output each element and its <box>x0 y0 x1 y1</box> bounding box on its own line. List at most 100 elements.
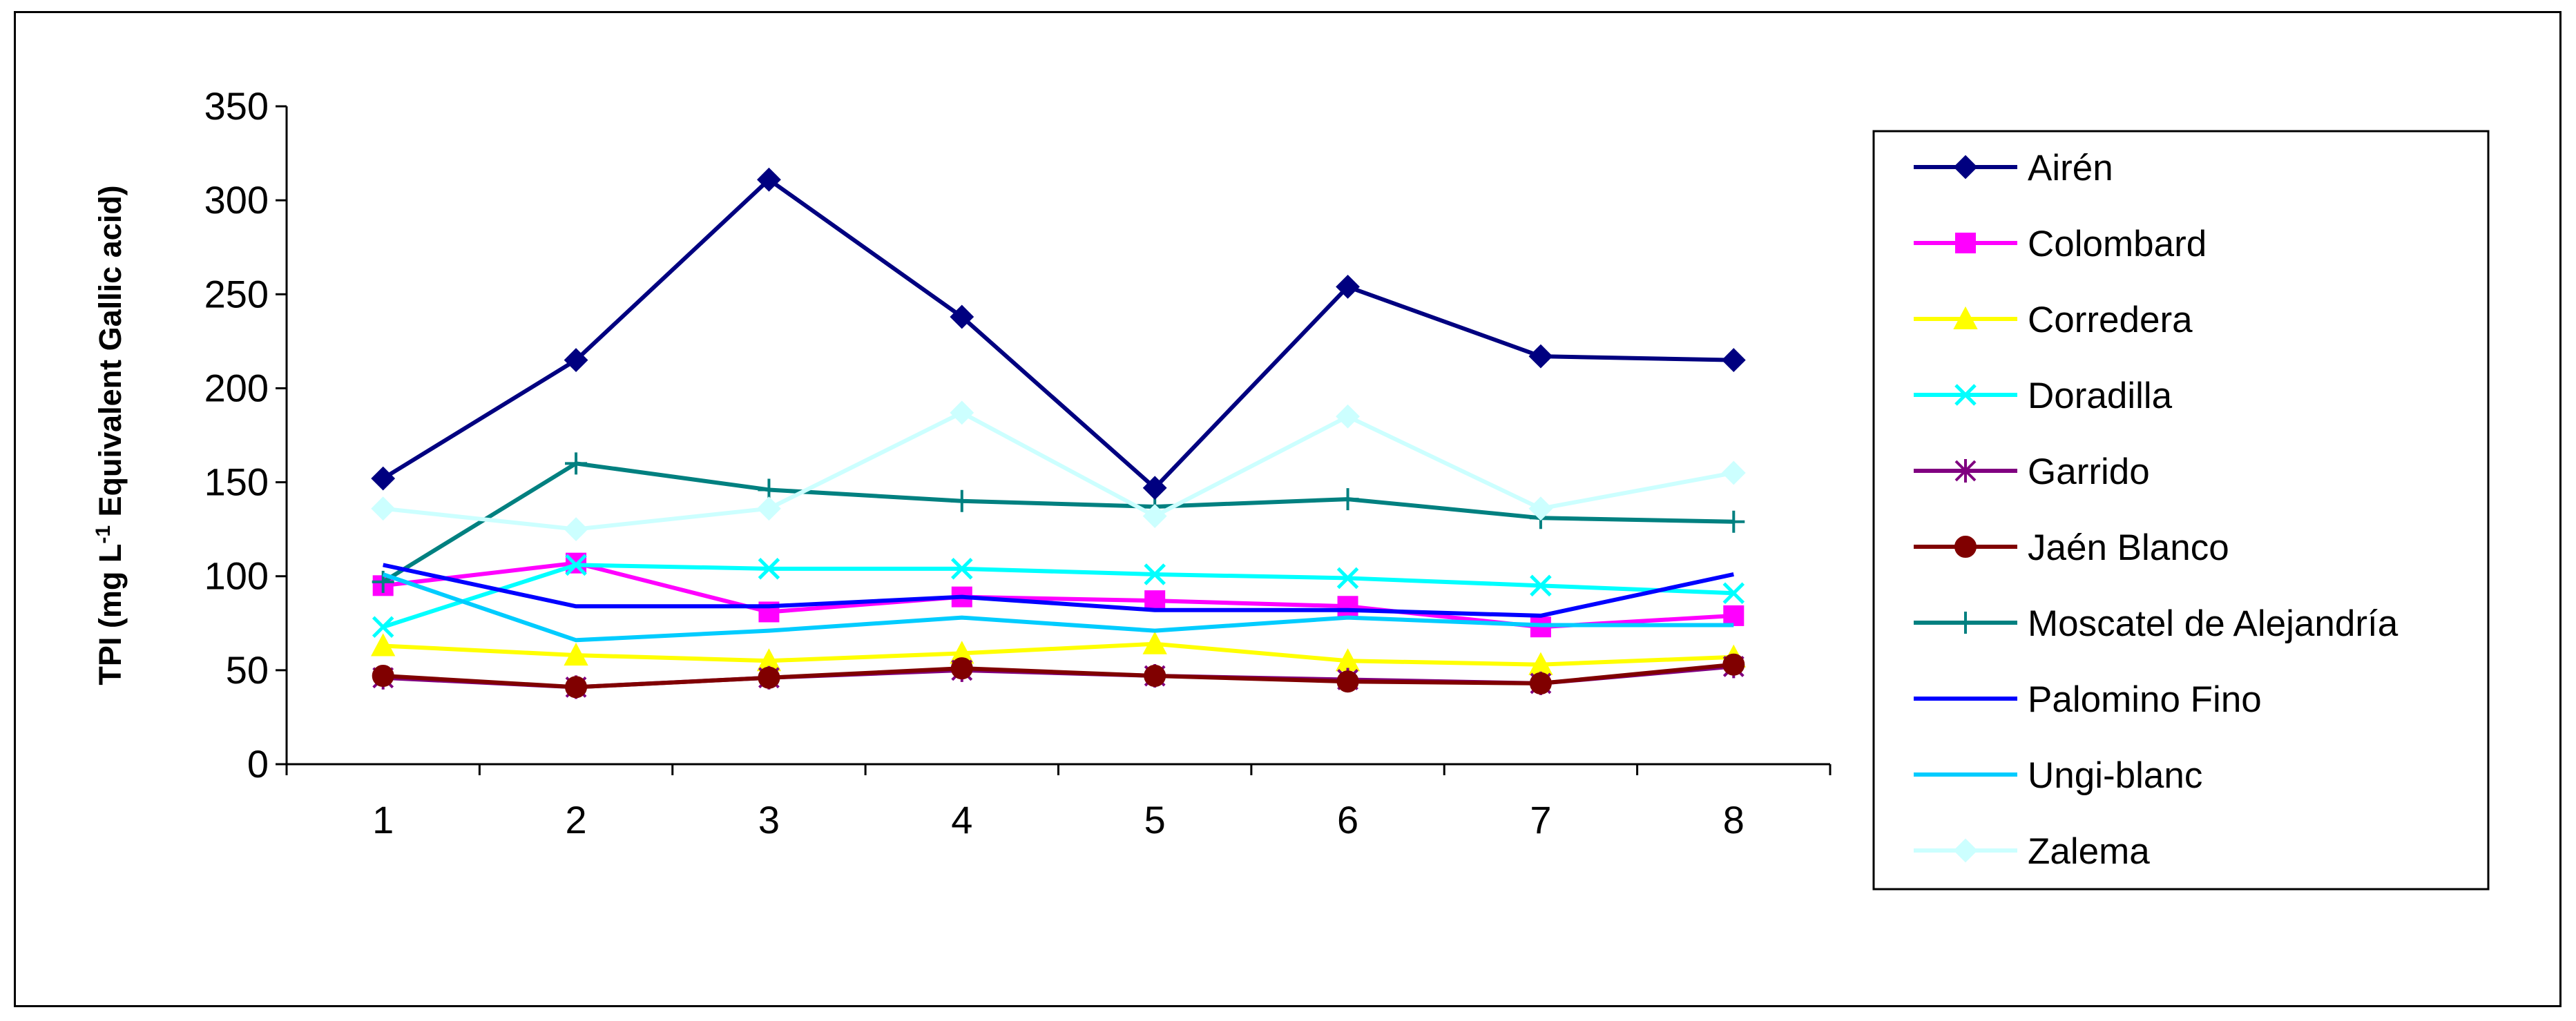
data-point-doradilla <box>1722 582 1745 604</box>
legend-swatch-marker <box>1954 536 1977 558</box>
x-tick-label: 4 <box>951 798 972 842</box>
data-point-corredera <box>564 642 588 666</box>
legend-label: Zalema <box>2028 831 2150 872</box>
series-ungi-blanc <box>382 572 1734 643</box>
data-point-zalema <box>1142 504 1167 528</box>
y-tick-label: 50 <box>226 648 269 692</box>
data-point-colombard <box>1337 596 1358 617</box>
legend-label: Jaén Blanco <box>2028 527 2229 568</box>
legend-swatch-marker <box>1954 384 1977 406</box>
data-point-doradilla <box>372 616 394 638</box>
x-tick-label: 7 <box>1530 798 1551 842</box>
data-point-jaen-blanco <box>1529 672 1552 694</box>
legend-item-zalema: Zalema <box>1914 831 2150 872</box>
data-point-colombard <box>1144 590 1166 612</box>
y-axis-label-superscript: -1 <box>92 525 115 544</box>
x-tick-label: 1 <box>372 798 394 842</box>
data-point-airen <box>371 466 396 491</box>
legend-item-moscatel-de-alejandria: Moscatel de Alejandría <box>1914 603 2399 644</box>
series-line-ungi-blanc <box>382 572 1734 643</box>
legend-item-doradilla: Doradilla <box>1914 376 2173 416</box>
series-line-palomino-fino <box>383 563 1734 618</box>
data-point-zalema <box>1721 460 1746 485</box>
legend-item-airen: Airén <box>1914 148 2113 188</box>
series-line-zalema <box>383 410 1734 532</box>
data-point-doradilla <box>758 558 780 580</box>
data-point-jaen-blanco <box>372 665 394 688</box>
data-point-airen <box>950 304 974 329</box>
data-point-zalema <box>1528 496 1553 521</box>
legend-swatch-marker <box>1955 233 1976 253</box>
series-line-doradilla <box>382 563 1734 630</box>
series-airen <box>371 167 1746 500</box>
legend-box <box>1872 130 2490 891</box>
series-line-jaen-blanco <box>383 662 1734 690</box>
y-tick-label: 0 <box>247 742 269 786</box>
x-tick-label: 2 <box>565 798 586 842</box>
legend-label: Colombard <box>2028 224 2207 264</box>
data-point-jaen-blanco <box>950 657 973 680</box>
data-point-colombard <box>1723 605 1744 626</box>
y-tick-label: 100 <box>204 554 269 598</box>
legend-item-garrido: Garrido <box>1914 451 2150 492</box>
legend-swatch-marker <box>1954 612 1977 634</box>
legend-item-palomino-fino: Palomino Fino <box>1914 679 2262 720</box>
data-point-zalema <box>1336 404 1360 429</box>
data-point-moscatel-de-alejandria <box>950 489 973 512</box>
data-point-doradilla <box>1530 574 1552 597</box>
data-point-airen <box>1528 344 1553 369</box>
data-point-airen <box>1336 274 1360 299</box>
legend-label: Doradilla <box>2028 376 2173 416</box>
data-point-moscatel-de-alejandria <box>1336 488 1359 511</box>
x-tick-label: 3 <box>758 798 780 842</box>
data-point-zalema <box>950 400 974 425</box>
y-tick-label: 250 <box>204 272 269 315</box>
data-point-jaen-blanco <box>565 676 588 699</box>
series-line-moscatel-de-alejandria <box>382 461 1734 584</box>
data-point-airen <box>757 167 781 192</box>
data-point-corredera <box>1142 631 1167 654</box>
data-point-zalema <box>371 496 396 521</box>
data-point-corredera <box>371 633 396 657</box>
series-palomino-fino <box>383 563 1734 618</box>
legend-label: Ungi-blanc <box>2028 755 2202 796</box>
data-point-doradilla <box>1336 567 1359 590</box>
data-point-airen <box>1721 348 1746 372</box>
x-tick-label: 6 <box>1337 798 1358 842</box>
data-point-jaen-blanco <box>1722 653 1745 676</box>
y-tick-label: 300 <box>204 178 269 222</box>
data-point-moscatel-de-alejandria <box>1722 510 1745 533</box>
legend-swatch-marker <box>1954 459 1977 483</box>
data-point-jaen-blanco <box>758 666 780 689</box>
data-point-doradilla <box>951 558 973 580</box>
series-jaen-blanco <box>372 653 1745 699</box>
legend-swatch-marker <box>1953 306 1978 329</box>
legend-item-ungi-blanc: Ungi-blanc <box>1914 755 2202 796</box>
data-point-airen <box>564 348 588 372</box>
plot-area: 0 50 100 150 200 250 300 350 1 2 3 4 5 6 7 8 <box>204 84 1832 842</box>
legend-item-jaen-blanco: Jaén Blanco <box>1914 527 2229 568</box>
data-point-zalema <box>564 517 588 542</box>
data-point-jaen-blanco <box>1144 665 1166 688</box>
series-doradilla <box>372 554 1745 638</box>
series-line-corredera <box>383 641 1734 667</box>
legend-item-corredera: Corredera <box>1914 300 2193 340</box>
data-point-moscatel-de-alejandria <box>565 452 588 475</box>
legend-label: Palomino Fino <box>2028 679 2262 720</box>
legend-label: Garrido <box>2028 451 2150 492</box>
legend-label: Airén <box>2028 148 2113 188</box>
series-line-airen <box>382 177 1734 490</box>
y-tick-label: 350 <box>204 84 269 128</box>
y-tick-label: 150 <box>204 460 269 504</box>
data-point-jaen-blanco <box>1336 670 1359 693</box>
y-axis-label: TPI (mg L-1 Equivalent Gallic acid) <box>92 185 128 685</box>
legend-swatch-marker <box>1953 838 1978 863</box>
legend-label: Corredera <box>2028 300 2193 340</box>
x-tick-label: 8 <box>1723 798 1744 842</box>
legend-label: Moscatel de Alejandría <box>2028 603 2399 644</box>
data-point-doradilla <box>565 554 587 576</box>
x-tick-label: 5 <box>1144 798 1166 842</box>
y-tick-label: 200 <box>204 366 269 409</box>
data-point-doradilla <box>1144 563 1166 585</box>
